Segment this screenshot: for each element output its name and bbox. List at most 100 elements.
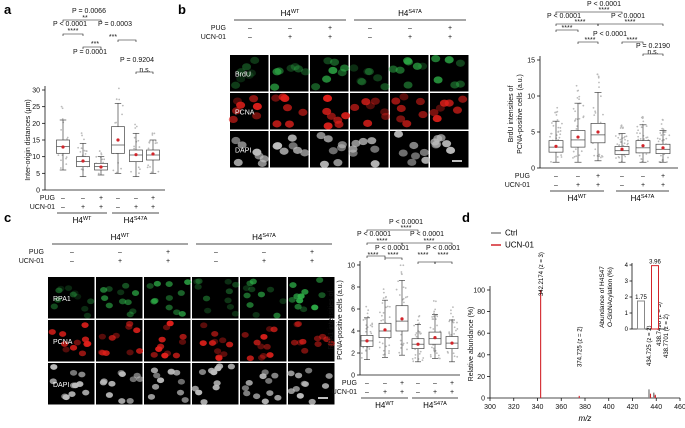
pug-sign: – xyxy=(554,173,558,180)
outlier-point xyxy=(598,81,600,84)
ucn-sign: + xyxy=(641,182,645,189)
outlier-point xyxy=(418,322,421,325)
ucn-sign: + xyxy=(99,204,103,211)
cell-nucleus xyxy=(50,303,58,310)
y-tick-label: 0 xyxy=(531,166,535,173)
outlier-point xyxy=(151,132,154,135)
data-point xyxy=(397,280,400,283)
cell-nucleus xyxy=(78,350,87,357)
significance-label: P = 0.0003 xyxy=(98,21,132,28)
outlier-point xyxy=(80,132,83,135)
cell-nucleus xyxy=(69,382,78,389)
cell-nucleus xyxy=(54,297,62,303)
ucn-sign: + xyxy=(661,182,665,189)
image-pug-sign: – xyxy=(288,25,292,32)
cell-nucleus xyxy=(270,326,278,333)
data-point xyxy=(447,351,449,354)
cell-nucleus xyxy=(388,65,398,73)
cell-nucleus xyxy=(373,74,383,82)
inset-y-tick-label: 2 xyxy=(625,295,629,301)
cell-nucleus xyxy=(73,339,81,346)
cell-nucleus xyxy=(236,101,246,109)
mean-marker xyxy=(576,135,580,139)
data-point xyxy=(402,297,405,300)
outlier-point xyxy=(433,310,436,313)
cell-nucleus xyxy=(214,348,222,355)
image-pug-sign: – xyxy=(118,249,122,256)
mean-marker xyxy=(554,144,558,148)
micrograph-tile xyxy=(230,55,269,92)
cell-nucleus xyxy=(59,331,67,337)
data-point xyxy=(456,321,458,324)
outlier-point xyxy=(60,105,63,108)
pug-sign: – xyxy=(365,380,369,387)
data-point xyxy=(378,341,381,344)
cell-nucleus xyxy=(172,352,181,359)
data-point xyxy=(668,134,671,137)
cell-nucleus xyxy=(242,285,251,292)
data-point xyxy=(580,150,583,153)
image-grid-c: H4WT H4S47A PUG UCN-01 – – + – – + – + + – + + RPA1 PCNA D… xyxy=(19,233,335,405)
image-pug-sign: – xyxy=(70,249,74,256)
data-point xyxy=(414,357,417,359)
data-point xyxy=(385,306,388,309)
significance-bracket xyxy=(577,41,599,44)
data-point xyxy=(640,158,643,161)
data-point xyxy=(412,360,415,363)
cell-nucleus xyxy=(49,378,57,385)
cell-nucleus xyxy=(122,282,130,289)
cell-nucleus xyxy=(294,303,302,310)
outlier-point xyxy=(556,110,559,113)
image-ucn-sign: + xyxy=(166,258,170,265)
image-grid-b: H4WT H4S47A PUG UCN-01 – – + – – + – + + – + + BrdU PCNA D… xyxy=(201,9,469,168)
cell-nucleus xyxy=(249,278,257,285)
data-point xyxy=(400,347,402,349)
mean-marker xyxy=(383,328,387,332)
significance-label: **** xyxy=(575,19,586,26)
data-point xyxy=(378,346,381,349)
data-point xyxy=(402,342,405,345)
data-point xyxy=(157,170,160,173)
cell-nucleus xyxy=(299,306,308,313)
significance-label: P < 0.0001 xyxy=(389,219,423,226)
significance-label: P = 0.0066 xyxy=(72,8,106,15)
outlier-point xyxy=(367,309,370,312)
cell-nucleus xyxy=(242,63,252,71)
cell-nucleus xyxy=(165,281,173,287)
significance-label: *** xyxy=(109,34,117,41)
cell-nucleus xyxy=(279,298,287,305)
cell-nucleus xyxy=(167,369,175,375)
data-point xyxy=(66,136,69,139)
cell-nucleus xyxy=(253,339,261,346)
outlier-point xyxy=(366,312,369,315)
data-point xyxy=(549,135,551,138)
cell-nucleus xyxy=(266,390,274,396)
outlier-point xyxy=(577,89,580,92)
outlier-point xyxy=(596,73,599,76)
cell-nucleus xyxy=(287,134,297,142)
ucn-sign: + xyxy=(134,204,138,211)
image-ucn-sign: + xyxy=(288,34,292,41)
significance-label: P < 0.0001 xyxy=(593,31,627,38)
data-point xyxy=(130,170,132,173)
data-point xyxy=(399,339,402,342)
cell-nucleus xyxy=(243,292,251,299)
group-label: H4S47A xyxy=(631,194,655,203)
data-point xyxy=(624,135,626,138)
cell-nucleus xyxy=(236,68,246,76)
cell-nucleus xyxy=(391,97,401,105)
data-point xyxy=(154,142,157,145)
cell-nucleus xyxy=(395,66,405,74)
micrograph-tile xyxy=(310,55,349,92)
cell-nucleus xyxy=(260,333,268,340)
cell-nucleus xyxy=(224,297,232,304)
y-tick-label: 10 xyxy=(32,154,40,161)
cell-nucleus xyxy=(176,389,185,396)
y-tick-label: 5 xyxy=(36,171,40,178)
significance-label: **** xyxy=(401,225,412,232)
data-point xyxy=(154,139,157,142)
data-point xyxy=(437,354,440,357)
image-row-label: PCNA xyxy=(53,339,73,346)
